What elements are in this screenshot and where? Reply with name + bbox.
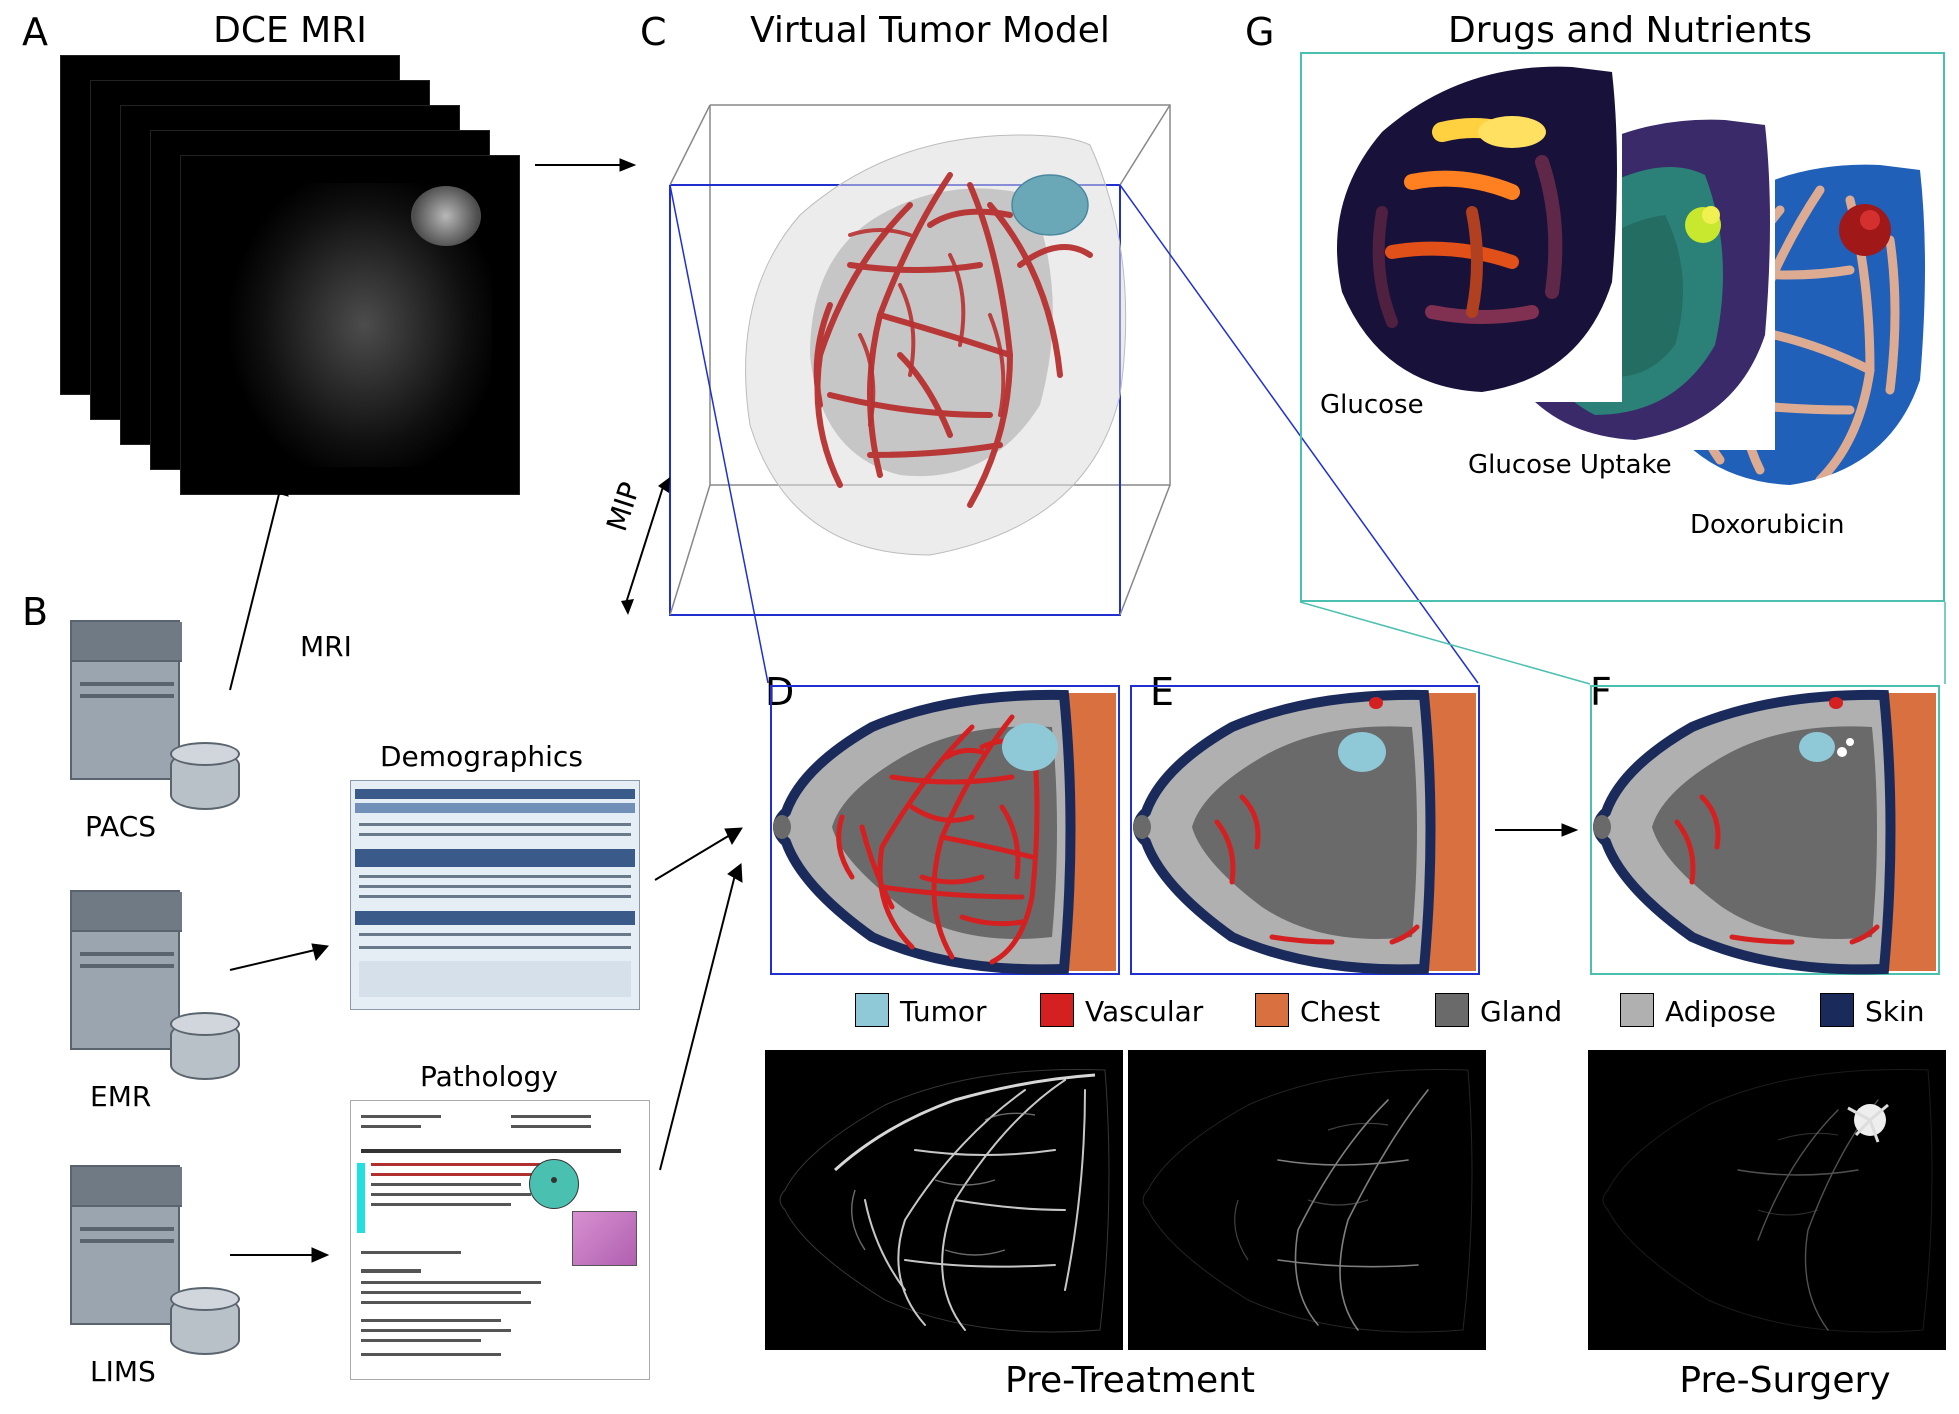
projection-lines-green <box>1300 602 1950 690</box>
label-glucose-uptake: Glucose Uptake <box>1468 450 1672 480</box>
legend-chest: Chest <box>1300 995 1380 1028</box>
panel-letter-g: G <box>1245 10 1274 54</box>
arrow-emr <box>220 940 340 990</box>
label-demographics: Demographics <box>380 740 583 773</box>
arrow-pacs-mri <box>220 470 340 700</box>
arrow-lims <box>220 1235 340 1275</box>
swatch-chest <box>1255 993 1289 1027</box>
swatch-gland <box>1435 993 1469 1027</box>
panel-letter-a: A <box>22 10 48 54</box>
panel-letter-b: B <box>22 590 48 634</box>
seg-panel-f <box>1590 685 1940 975</box>
heatmap-glucose <box>1312 62 1622 402</box>
swatch-adipose <box>1620 993 1654 1027</box>
mri-pre-surgery <box>1588 1050 1946 1350</box>
legend-gland: Gland <box>1480 995 1562 1028</box>
arrow-path-to-d <box>655 860 755 1180</box>
demographics-doc-icon <box>350 780 640 1010</box>
legend-skin: Skin <box>1865 995 1925 1028</box>
swatch-tumor <box>855 993 889 1027</box>
legend-vascular: Vascular <box>1085 995 1203 1028</box>
panel-title-c: Virtual Tumor Model <box>720 10 1140 51</box>
arrow-e-to-f <box>1490 815 1580 845</box>
swatch-vascular <box>1040 993 1074 1027</box>
label-doxorubicin: Doxorubicin <box>1690 510 1845 540</box>
seg-panel-d <box>770 685 1120 975</box>
legend-adipose: Adipose <box>1665 995 1776 1028</box>
seg-panel-e <box>1130 685 1480 975</box>
panel-title-g: Drugs and Nutrients <box>1420 10 1840 51</box>
label-lims: LIMS <box>90 1355 156 1388</box>
server-emr-icon <box>70 890 210 1070</box>
label-mri-arrow: MRI <box>300 630 352 663</box>
server-pacs-icon <box>70 620 210 800</box>
mri-stack <box>60 55 520 495</box>
label-pacs: PACS <box>85 810 156 843</box>
swatch-skin <box>1820 993 1854 1027</box>
mri-pre-treatment-2 <box>1128 1050 1486 1350</box>
mri-pre-treatment-1 <box>765 1050 1123 1350</box>
label-emr: EMR <box>90 1080 151 1113</box>
label-pathology: Pathology <box>420 1060 558 1093</box>
server-lims-icon <box>70 1165 210 1345</box>
arrow-a-to-c <box>530 150 640 180</box>
panel-title-a: DCE MRI <box>160 10 420 51</box>
pathology-doc-icon <box>350 1100 650 1380</box>
panel-letter-c: C <box>640 10 667 54</box>
label-pre-surgery: Pre-Surgery <box>1655 1360 1915 1401</box>
label-pre-treatment: Pre-Treatment <box>970 1360 1290 1401</box>
legend-tumor: Tumor <box>900 995 987 1028</box>
label-glucose: Glucose <box>1320 390 1424 420</box>
